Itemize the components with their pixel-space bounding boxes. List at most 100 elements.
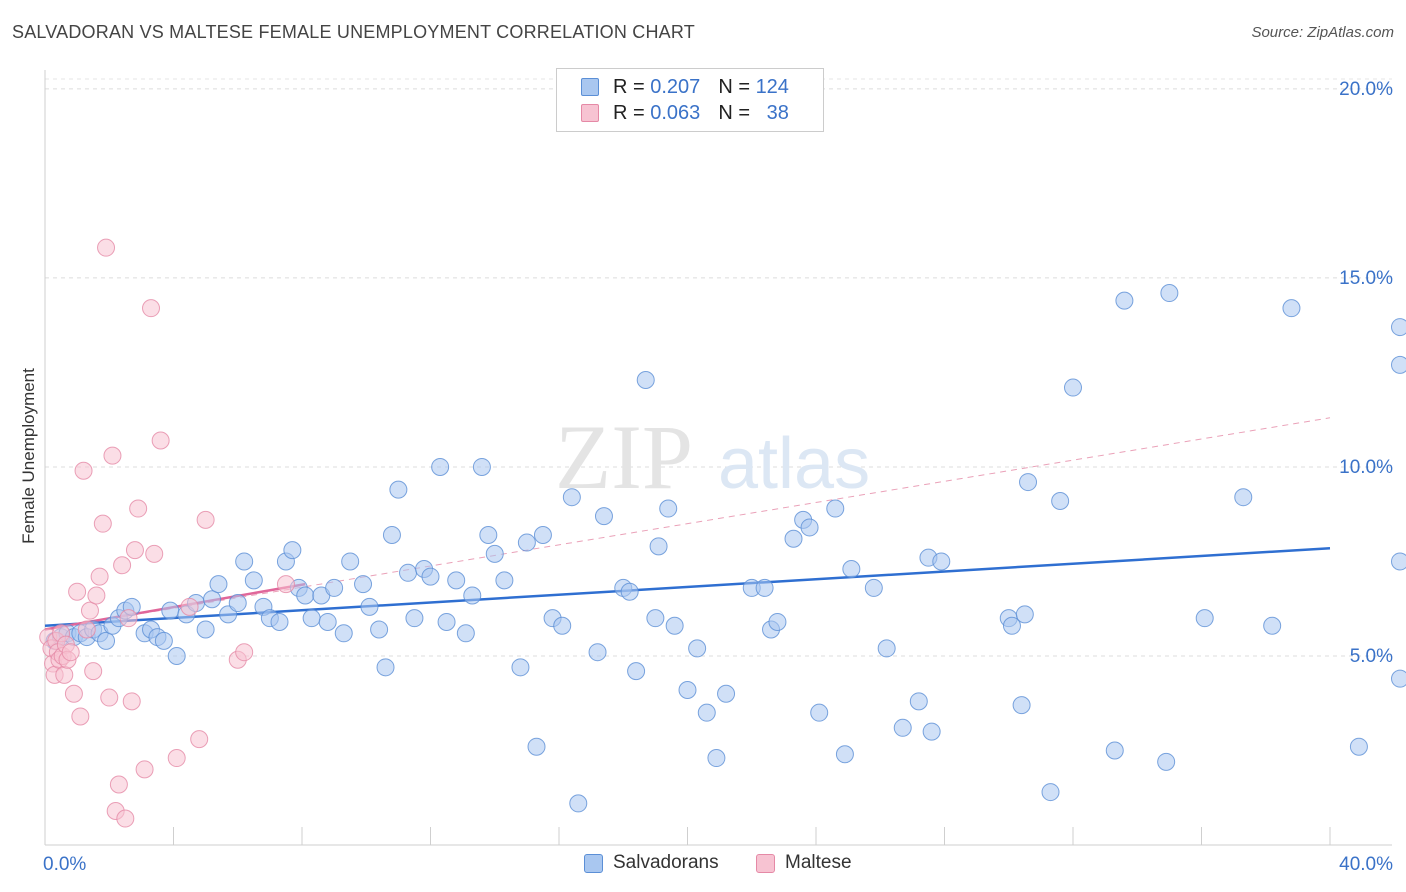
- point-salvadorans: [360, 597, 379, 616]
- point-salvadorans: [909, 692, 928, 711]
- point-salvadorans: [864, 578, 883, 597]
- legend-n-value-salvadorans: 124: [755, 75, 789, 98]
- point-salvadorans: [334, 624, 353, 643]
- point-salvadorans: [646, 609, 665, 628]
- point-salvadorans: [495, 571, 514, 590]
- point-salvadorans: [717, 684, 736, 703]
- point-salvadorans: [341, 552, 360, 571]
- point-salvadorans: [270, 612, 289, 631]
- point-salvadorans: [659, 499, 678, 518]
- point-salvadorans: [1012, 696, 1031, 715]
- point-salvadorans: [1019, 473, 1038, 492]
- point-salvadorans: [784, 529, 803, 548]
- x-tick-label: 0.0%: [43, 854, 86, 875]
- legend-swatch-salvadorans: [581, 78, 599, 96]
- bottom-legend-label-maltese: Maltese: [785, 852, 852, 873]
- point-salvadorans: [421, 567, 440, 586]
- point-salvadorans: [485, 544, 504, 563]
- point-maltese: [90, 567, 109, 586]
- point-maltese: [145, 544, 164, 563]
- point-maltese: [135, 760, 154, 779]
- point-maltese: [84, 662, 103, 681]
- legend-r-value-maltese: 0.063: [650, 101, 701, 124]
- legend-n-label: N =: [718, 101, 750, 124]
- axes-layer: [44, 70, 1392, 846]
- bottom-legend-maltese: Maltese: [756, 852, 852, 874]
- point-maltese: [113, 556, 132, 575]
- point-salvadorans: [1064, 378, 1082, 397]
- point-salvadorans: [636, 371, 655, 389]
- point-salvadorans: [627, 662, 646, 681]
- point-salvadorans: [842, 560, 861, 579]
- point-maltese: [103, 446, 122, 465]
- point-salvadorans: [389, 480, 408, 499]
- point-salvadorans: [800, 518, 819, 537]
- point-salvadorans: [203, 590, 222, 609]
- point-maltese: [167, 749, 186, 768]
- point-salvadorans: [835, 745, 854, 764]
- point-maltese: [109, 775, 128, 794]
- y-tick-label: 5.0%: [1350, 646, 1393, 667]
- point-maltese: [80, 601, 99, 620]
- point-salvadorans: [463, 586, 482, 605]
- point-salvadorans: [161, 601, 180, 620]
- point-maltese: [77, 620, 96, 639]
- point-salvadorans: [472, 457, 491, 476]
- point-maltese: [142, 299, 161, 318]
- trend-extension-maltese: [44, 417, 1331, 631]
- point-maltese: [116, 809, 135, 828]
- point-salvadorans: [877, 639, 896, 658]
- point-maltese: [100, 688, 119, 707]
- point-maltese: [129, 499, 148, 518]
- point-salvadorans: [1002, 616, 1021, 635]
- point-salvadorans: [893, 718, 912, 737]
- point-salvadorans: [1157, 752, 1176, 771]
- source-label: Source: ZipAtlas.com: [1251, 24, 1394, 41]
- point-salvadorans: [1234, 488, 1253, 507]
- point-maltese: [97, 238, 116, 257]
- watermark: ZIP atlas: [555, 406, 870, 508]
- point-maltese: [196, 510, 215, 529]
- point-salvadorans: [228, 594, 247, 613]
- y-tick-label: 15.0%: [1339, 268, 1393, 289]
- point-salvadorans: [688, 639, 707, 658]
- point-salvadorans: [405, 609, 424, 628]
- point-salvadorans: [244, 571, 263, 590]
- legend-row-salvadorans: R = 0.207 N = 124: [581, 75, 789, 99]
- point-salvadorans: [437, 612, 456, 631]
- point-maltese: [125, 541, 144, 560]
- point-salvadorans: [447, 571, 466, 590]
- point-maltese: [93, 514, 112, 533]
- point-salvadorans: [665, 616, 684, 635]
- point-salvadorans: [235, 552, 254, 571]
- legend-n-label: N =: [718, 75, 750, 98]
- legend-r-label: R =: [613, 75, 645, 98]
- point-salvadorans: [296, 586, 315, 605]
- point-maltese: [64, 684, 83, 703]
- point-salvadorans: [527, 737, 546, 756]
- points-layer: [39, 238, 1406, 828]
- point-salvadorans: [1051, 491, 1070, 510]
- legend-n-value-maltese: 38: [766, 101, 789, 124]
- point-maltese: [61, 643, 80, 662]
- legend-row-maltese: R = 0.063 N = 38: [581, 101, 789, 125]
- point-salvadorans: [768, 612, 787, 631]
- point-salvadorans: [1105, 741, 1124, 760]
- point-salvadorans: [594, 507, 613, 526]
- point-salvadorans: [399, 563, 418, 582]
- point-maltese: [151, 431, 170, 450]
- point-salvadorans: [154, 631, 173, 650]
- point-maltese: [276, 575, 295, 594]
- legend-r-value-salvadorans: 0.207: [650, 75, 701, 98]
- point-salvadorans: [533, 526, 552, 544]
- point-salvadorans: [382, 526, 401, 544]
- point-salvadorans: [553, 616, 572, 635]
- bottom-legend-swatch-salvadorans: [584, 853, 603, 873]
- point-salvadorans: [209, 575, 228, 594]
- point-salvadorans: [456, 624, 475, 643]
- point-maltese: [190, 730, 209, 749]
- legend-swatch-maltese: [581, 104, 599, 122]
- point-salvadorans: [1391, 552, 1406, 571]
- point-salvadorans: [620, 582, 639, 601]
